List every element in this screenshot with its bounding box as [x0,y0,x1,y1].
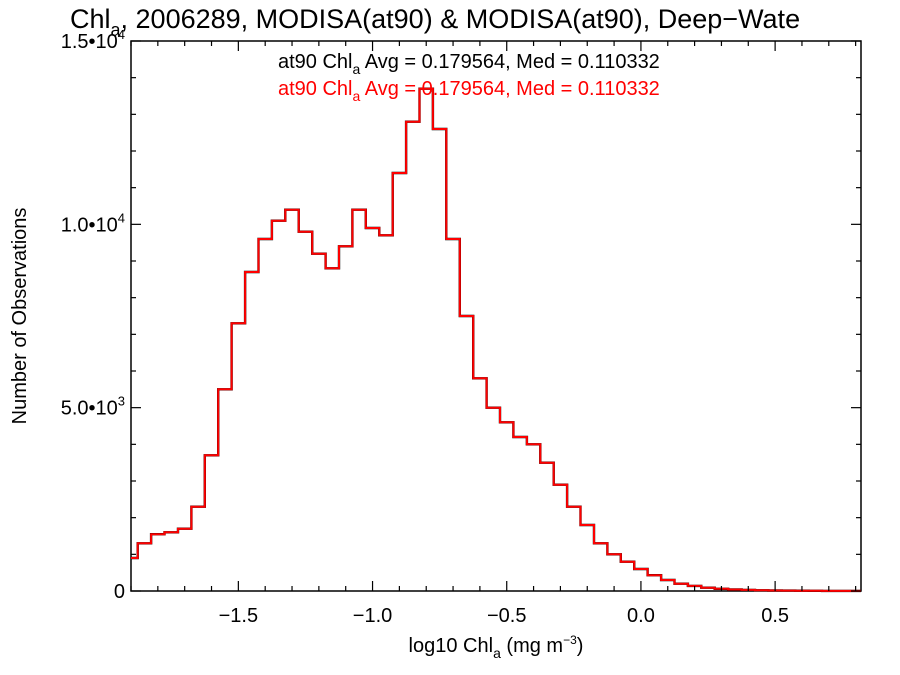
histogram-series-red [131,87,861,592]
x-tick-label: −1.5 [219,605,258,627]
x-tick-label: −1.0 [353,605,392,627]
series-layer [131,87,861,593]
x-tick-label: 0.5 [761,605,789,627]
y-axis-label: Number of Observations [9,208,31,425]
chart-title: Chla, 2006289, MODISA(at90) & MODISA(at9… [70,4,800,40]
y-tick-label: 0 [114,581,125,603]
stats-annotation-black: at90 Chla Avg = 0.179564, Med = 0.110332 [278,51,660,77]
y-tick-label: 5.0•103 [61,394,125,420]
x-tick-label: 0.0 [627,605,655,627]
x-tick-label: −0.5 [487,605,526,627]
y-tick-label: 1.0•104 [61,210,125,236]
y-tick-label: 1.5•104 [61,27,125,53]
ticks-layer: −1.5 −1.0 −0.5 0.0 0.5 0 5.0•103 1.0•104 1.5•104 [61,27,861,627]
x-axis-label: log10 Chla (mg m−3) [409,633,584,661]
plot-frame [130,40,862,592]
stats-annotation-red: at90 Chla Avg = 0.179564, Med = 0.110332 [278,78,660,104]
histogram-series-black [131,87,861,593]
